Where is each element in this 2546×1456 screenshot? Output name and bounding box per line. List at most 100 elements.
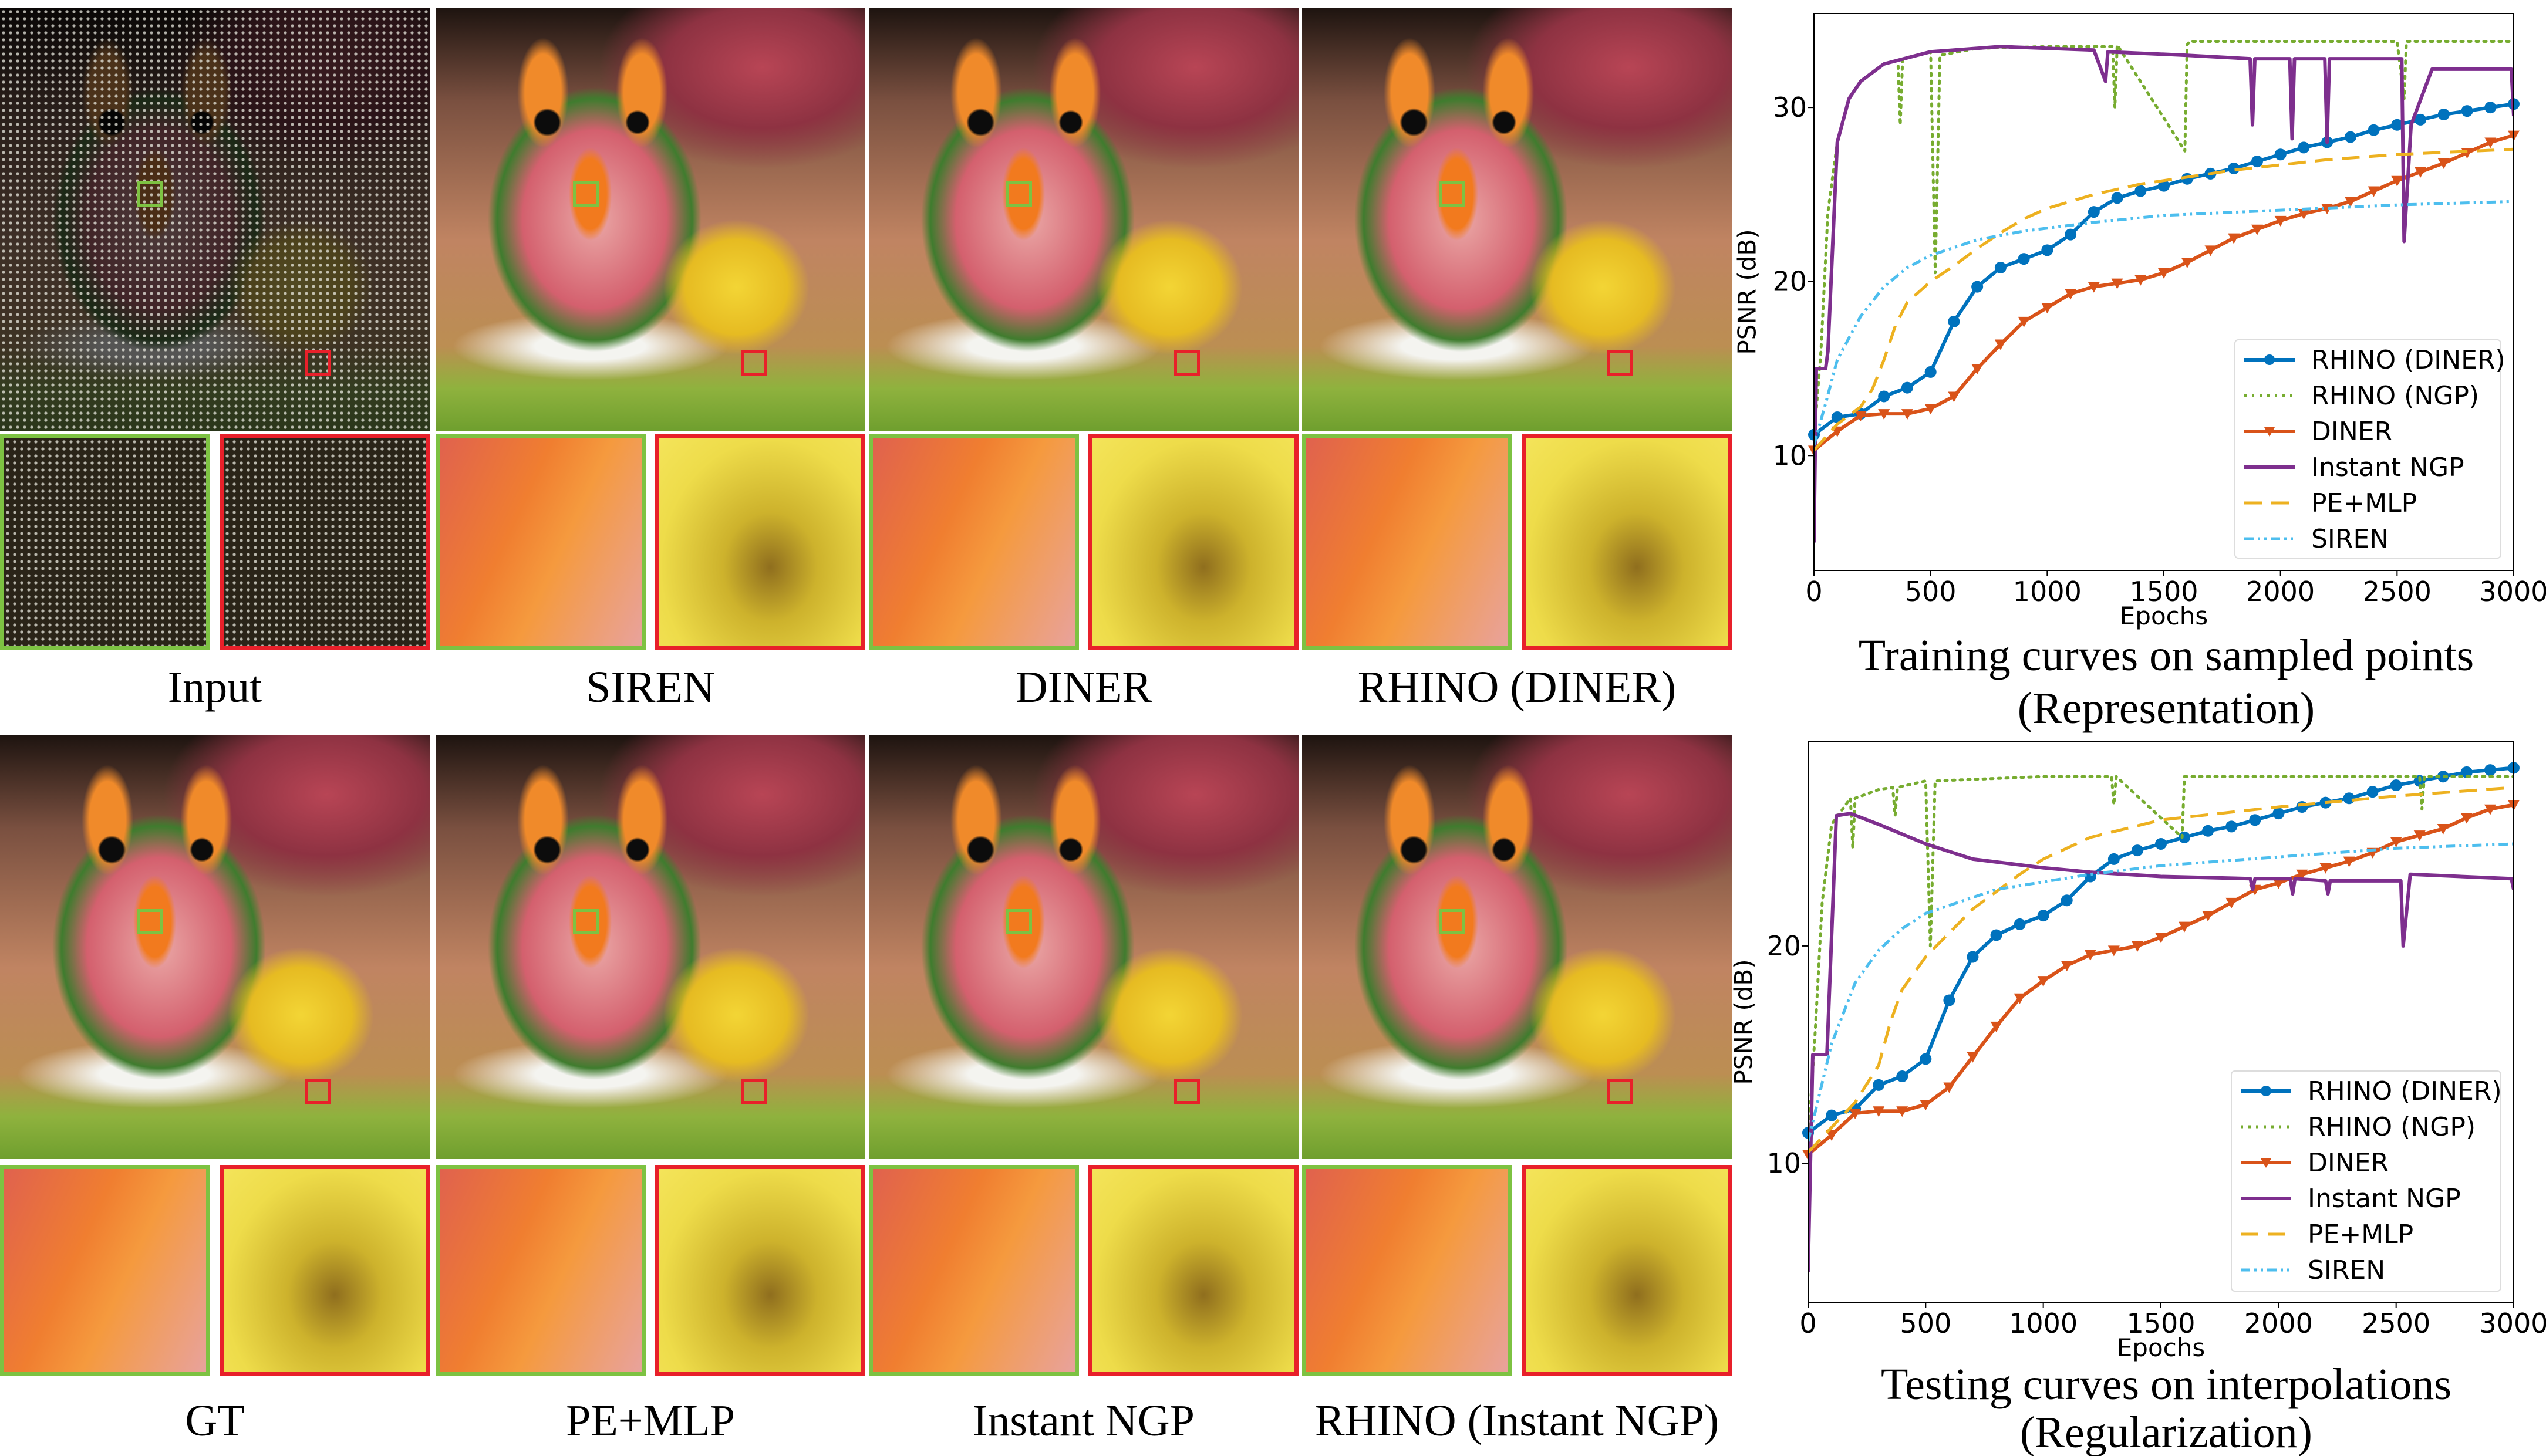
x-tick-label: 2500 [2363, 576, 2432, 607]
data-point [1990, 1021, 2002, 1032]
y-tick-label: 30 [1772, 92, 1807, 123]
data-point [2484, 102, 2497, 114]
zoom-crop-green [0, 1165, 210, 1376]
data-point [2155, 837, 2167, 850]
x-tick-label: 2000 [2246, 576, 2315, 607]
data-point [1967, 951, 1979, 963]
legend-label: Instant NGP [2308, 1184, 2461, 1214]
x-axis-label: Epochs [2120, 602, 2208, 630]
x-tick-label: 0 [1805, 576, 1822, 607]
data-point [2366, 786, 2379, 798]
zoom-box-red [1607, 1078, 1633, 1104]
reconstructed-image [0, 8, 430, 431]
data-point [2343, 792, 2355, 805]
data-point [1849, 1108, 1862, 1119]
data-point [2088, 282, 2100, 293]
data-point [2461, 105, 2473, 117]
legend-label: DINER [2311, 417, 2392, 447]
data-point [2014, 918, 2026, 930]
reconstructed-image [436, 735, 865, 1159]
data-point [2041, 303, 2053, 314]
legend-marker [2264, 354, 2275, 365]
data-point [1873, 1079, 1885, 1091]
chart-title: Testing curves on interpolations [1881, 1360, 2451, 1409]
chart-title: Training curves on sampled points [1859, 631, 2474, 680]
data-point [2413, 830, 2426, 842]
zoom-crop-green [869, 434, 1079, 650]
y-tick-label: 10 [1772, 440, 1807, 471]
data-point [2037, 910, 2049, 922]
data-point [2298, 141, 2310, 154]
data-point [1920, 1053, 1932, 1065]
legend-label: DINER [2308, 1148, 2389, 1178]
data-point [2018, 253, 2030, 265]
chart-2: 0 500 1000 1500 2000 2500 3000 10 20 Epochs PSNR (… [1732, 741, 2546, 1456]
panel-label: Input [167, 663, 262, 712]
y-tick-label: 20 [1766, 930, 1801, 962]
zoom-box-green [1439, 909, 1466, 935]
data-point [2391, 119, 2403, 131]
zoom-box-green [1006, 909, 1033, 935]
data-point [1826, 1109, 1838, 1121]
data-point [2228, 233, 2240, 244]
data-point [2131, 844, 2143, 857]
data-point [2415, 167, 2427, 178]
data-point [2296, 801, 2308, 813]
data-point [2228, 162, 2240, 174]
zoom-box-red [305, 350, 331, 376]
x-tick-label: 1500 [2126, 1308, 2195, 1339]
series-line-pe-mlp [1808, 786, 2514, 1154]
data-point [2437, 109, 2450, 121]
data-point [2061, 894, 2073, 907]
data-point [2041, 244, 2053, 256]
series-line-instant-ngp [1814, 45, 2514, 543]
zoom-crop-red [1522, 1165, 1732, 1376]
legend-label: PE+MLP [2308, 1219, 2413, 1249]
data-point [1971, 363, 1984, 374]
x-tick-label: 1500 [2129, 576, 2198, 607]
zoom-box-green [137, 909, 164, 935]
data-point [1896, 1070, 1908, 1083]
x-tick-label: 500 [1905, 576, 1957, 607]
series-line-rhino-ngp- [1808, 775, 2514, 1143]
reconstructed-image [1302, 735, 1732, 1159]
data-point [1920, 1100, 1932, 1111]
data-point [1878, 409, 1890, 420]
zoom-crop-red [220, 1165, 430, 1376]
data-point [2390, 837, 2402, 848]
data-point [1948, 391, 1960, 403]
zoom-box-red [740, 350, 767, 376]
data-point [2319, 863, 2332, 874]
data-point [2437, 824, 2449, 835]
data-point [2274, 148, 2287, 161]
zoom-crop-red [220, 434, 430, 650]
y-tick-label: 20 [1772, 266, 1807, 298]
legend-label: SIREN [2308, 1255, 2385, 1285]
zoom-crop-red [655, 1165, 865, 1376]
zoom-crop-green [436, 434, 646, 650]
x-axis-label: Epochs [2117, 1333, 2206, 1362]
data-point [2158, 180, 2170, 192]
data-point [2084, 950, 2096, 961]
legend-label: RHINO (NGP) [2308, 1112, 2476, 1142]
data-point [1994, 339, 2007, 350]
zoom-box-red [1173, 1078, 1200, 1104]
data-point [2181, 258, 2193, 269]
data-point [2251, 224, 2263, 235]
data-point [1943, 1082, 1955, 1093]
x-tick-label: 2500 [2362, 1308, 2430, 1339]
data-point [2344, 131, 2356, 143]
zoom-crop-red [655, 434, 865, 650]
zoom-box-red [1173, 350, 1200, 376]
reconstructed-image [0, 735, 430, 1159]
panel-label: PE+MLP [566, 1396, 735, 1445]
chart-subtitle: (Representation) [2018, 684, 2315, 733]
data-point [2272, 878, 2285, 889]
x-tick-label: 500 [1900, 1308, 1951, 1339]
legend-label: SIREN [2311, 524, 2389, 554]
data-point [1967, 1052, 1979, 1063]
data-point [2202, 911, 2214, 922]
legend: RHINO (DINER) RHINO (NGP) DINER Instant NGP… [2234, 339, 2505, 559]
data-point [2131, 941, 2143, 952]
zoom-box-green [573, 181, 599, 207]
